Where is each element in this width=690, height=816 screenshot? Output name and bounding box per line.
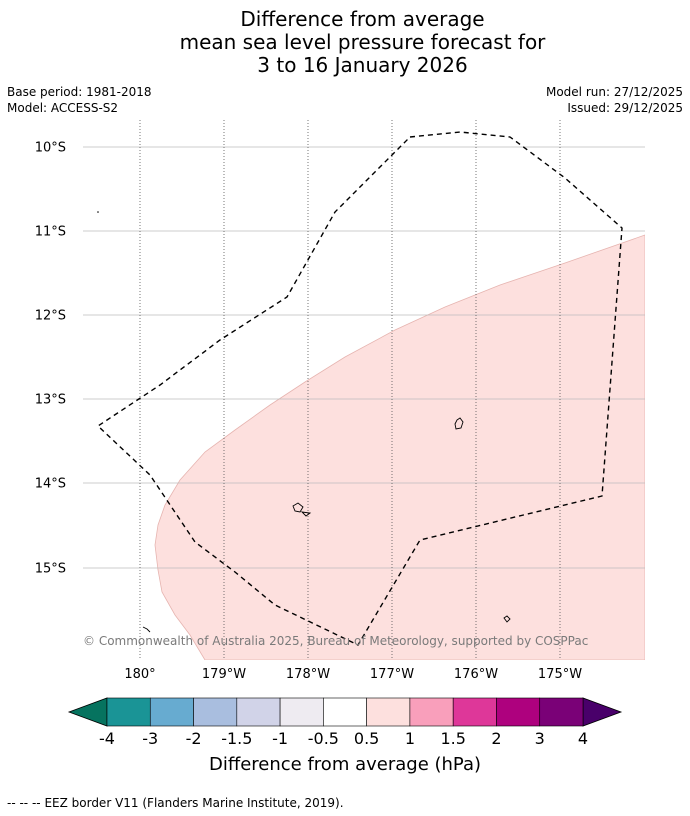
copyright-notice: © Commonwealth of Australia 2025, Bureau… (83, 634, 588, 648)
lon-label-177w: 177°W (370, 667, 414, 682)
colorbar-segments (106, 697, 584, 727)
latitude-labels: 10°S 11°S 12°S 13°S 14°S 15°S (35, 141, 66, 577)
colorbar: -4 -3 -2 -1.5 -1 -0.5 0.5 1 1.5 2 3 4 Difference fr… (67, 697, 623, 775)
lon-label-179w: 179°W (202, 667, 246, 682)
lon-label-178w: 178°W (286, 667, 330, 682)
eez-border (96, 131, 623, 646)
lon-label-180: 180° (124, 667, 155, 682)
eez-legend: -- -- -- EEZ border V11 (Flanders Marine… (7, 796, 344, 810)
eez-legend-marker: -- -- -- (7, 796, 41, 810)
colorbar-over-triangle (582, 697, 623, 727)
anomaly-shading-region (154, 234, 645, 660)
island-1 (292, 502, 304, 513)
colorbar-tick-label: -2 (186, 729, 202, 748)
colorbar-segment-10 (539, 697, 584, 727)
longitude-labels: 180° 179°W 178°W 177°W 176°W 175°W (124, 667, 582, 682)
colorbar-tick-label: -3 (142, 729, 158, 748)
lat-label-13s: 13°S (35, 393, 66, 408)
lon-label-175w: 175°W (538, 667, 582, 682)
lat-label-10s: 10°S (35, 141, 66, 156)
colorbar-tick-label: 3 (535, 729, 545, 748)
colorbar-segment-8 (452, 697, 497, 727)
title-line-1: Difference from average (240, 7, 485, 31)
longitude-gridlines (139, 120, 561, 660)
map-title: Difference from average mean sea level p… (0, 8, 690, 77)
colorbar-segment-0 (106, 697, 151, 727)
colorbar-segment-7 (409, 697, 454, 727)
issued-date: Issued: 29/12/2025 (567, 101, 683, 115)
colorbar-segment-6 (366, 697, 411, 727)
colorbar-tick-label: -1.5 (221, 729, 252, 748)
base-period: Base period: 1981-2018 (7, 85, 152, 99)
island-2 (300, 511, 312, 517)
colorbar-tick-label: 2 (491, 729, 501, 748)
lat-label-15s: 15°S (35, 562, 66, 577)
title-line-2: mean sea level pressure forecast for (179, 30, 546, 54)
eez-legend-text: EEZ border V11 (Flanders Marine Institut… (44, 796, 344, 810)
model-run: Model run: 27/12/2025 (545, 85, 683, 99)
island-6 (97, 211, 99, 213)
colorbar-tick-labels: -4 -3 -2 -1.5 -1 -0.5 0.5 1 1.5 2 3 4 (99, 729, 588, 748)
colorbar-segment-9 (496, 697, 541, 727)
lon-label-176w: 176°W (454, 667, 498, 682)
latitude-gridlines (83, 146, 645, 569)
model-name: Model: ACCESS-S2 (7, 101, 119, 115)
colorbar-tick-label: 4 (578, 729, 588, 748)
colorbar-tick-label: -0.5 (308, 729, 339, 748)
map-area: © Commonwealth of Australia 2025, Bureau… (83, 120, 645, 660)
title-line-3: 3 to 16 January 2026 (257, 53, 468, 77)
colorbar-tick-label: 1.5 (440, 729, 465, 748)
meta-left: Base period: 1981-2018 Model: ACCESS-S2 (7, 84, 152, 116)
colorbar-under-triangle (67, 697, 108, 727)
lat-label-12s: 12°S (35, 309, 66, 324)
islands (97, 211, 511, 633)
colorbar-segment-4 (279, 697, 324, 727)
lat-label-11s: 11°S (35, 225, 66, 240)
lat-label-14s: 14°S (35, 477, 66, 492)
colorbar-tick-label: -1 (272, 729, 288, 748)
island-4 (503, 615, 511, 623)
colorbar-segment-1 (149, 697, 194, 727)
meta-right: Model run: 27/12/2025 Issued: 29/12/2025 (546, 84, 683, 116)
colorbar-label: Difference from average (hPa) (209, 754, 481, 775)
colorbar-segment-3 (236, 697, 281, 727)
island-3 (454, 417, 464, 430)
colorbar-segment-5 (323, 697, 367, 727)
colorbar-tick-label: -4 (99, 729, 115, 748)
colorbar-segment-2 (193, 697, 238, 727)
colorbar-tick-label: 0.5 (354, 729, 379, 748)
colorbar-tick-label: 1 (405, 729, 415, 748)
island-5 (142, 626, 151, 633)
